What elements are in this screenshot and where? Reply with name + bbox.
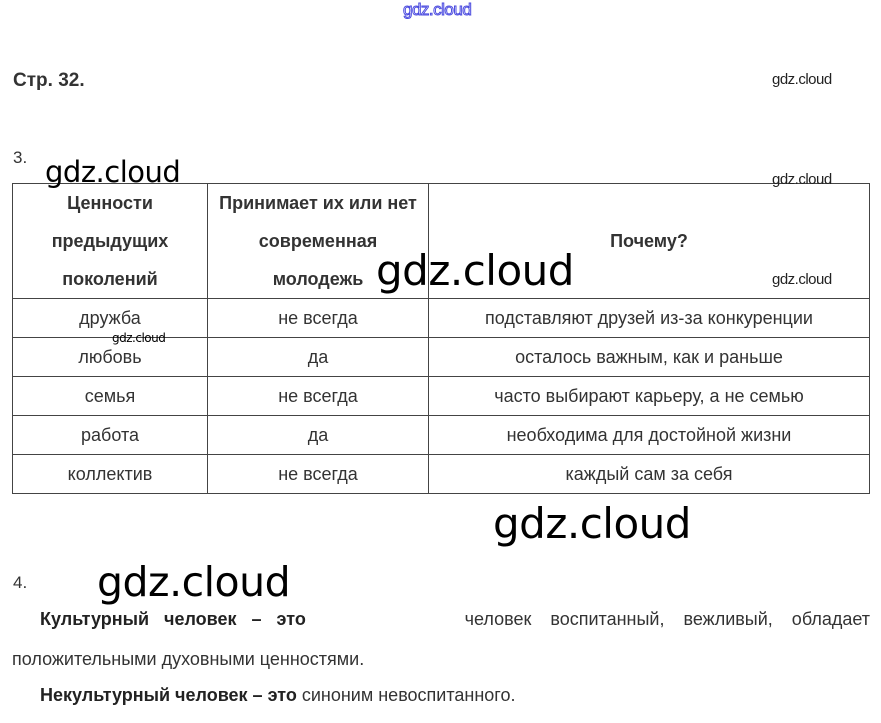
accepted-cell: не всегда: [207, 376, 429, 416]
table-row: дружба не всегда подставляют друзей из-за …: [12, 298, 870, 338]
watermark: gdz.cloud: [45, 155, 181, 189]
task-3-number: 3.: [13, 148, 28, 167]
reason-cell: каждый сам за себя: [428, 454, 870, 494]
reason-cell: необходима для достойной жизни: [428, 415, 870, 455]
reason-cell: осталось важным, как и раньше: [428, 337, 870, 377]
definition-cultured: человек воспитанный, вежливый, обладает: [464, 609, 870, 629]
table-row: коллектив не всегда каждый сам за себя: [12, 454, 870, 494]
accepted-cell: да: [207, 415, 429, 455]
definition-uncultured: синоним невоспитанного.: [301, 685, 516, 705]
task-4-paragraph-1: Культурный человек – это человек воспита…: [40, 609, 870, 630]
watermark: gdz.cloud: [772, 71, 832, 88]
page-label: Стр. 32.: [13, 70, 85, 91]
header-values: Ценности предыдущих поколений: [12, 183, 208, 299]
header-why: Почему?: [428, 183, 870, 299]
task-4-paragraph-1-cont: положительными духовными ценностями.: [12, 649, 365, 669]
reason-cell: часто выбирают карьеру, а не семью: [428, 376, 870, 416]
value-cell: работа: [12, 415, 208, 455]
accepted-cell: не всегда: [207, 298, 429, 338]
value-cell: дружба: [12, 298, 208, 338]
value-cell: коллектив: [12, 454, 208, 494]
value-cell: любовь: [12, 337, 208, 377]
watermark: gdz.cloud: [772, 271, 832, 288]
watermark: gdz.cloud: [97, 558, 291, 606]
watermark: gdz.cloud: [402, 0, 472, 20]
table-row: работа да необходима для достойной жизни: [12, 415, 870, 455]
table-row: любовь да осталось важным, как и раньше: [12, 337, 870, 377]
accepted-cell: не всегда: [207, 454, 429, 494]
reason-cell: подставляют друзей из-за конкуренции: [428, 298, 870, 338]
header-accepted: Принимает их или нет современная молодеж…: [207, 183, 429, 299]
accepted-cell: да: [207, 337, 429, 377]
values-table: Ценности предыдущих поколений Принимает …: [12, 183, 870, 494]
term-cultured: Культурный человек – это: [40, 609, 306, 629]
watermark: gdz.cloud: [112, 331, 166, 345]
term-uncultured: Некультурный человек – это: [40, 685, 297, 705]
task-4-number: 4.: [13, 573, 28, 592]
value-cell: семья: [12, 376, 208, 416]
watermark: gdz.cloud: [493, 499, 691, 548]
table-header-row: Ценности предыдущих поколений Принимает …: [12, 183, 870, 299]
task-4-paragraph-2: Некультурный человек – это синоним невос…: [40, 685, 516, 706]
watermark: gdz.cloud: [376, 246, 574, 295]
table-row: семья не всегда часто выбирают карьеру, а …: [12, 376, 870, 416]
watermark: gdz.cloud: [772, 171, 832, 188]
